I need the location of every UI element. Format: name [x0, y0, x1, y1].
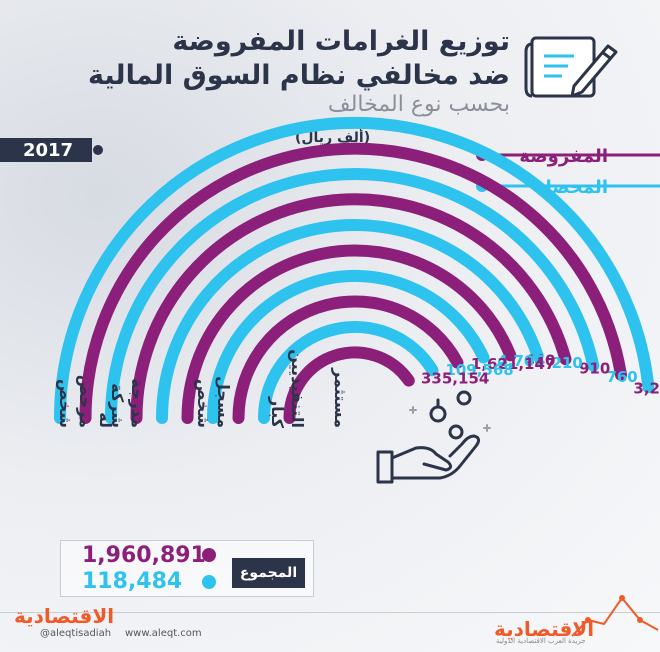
category-word: مرخص	[76, 375, 95, 428]
ring-10	[283, 346, 415, 424]
category-word: مدرجة	[128, 378, 147, 428]
ring-label-7: 4,706	[497, 352, 544, 370]
ring-label-9: 109,568	[445, 361, 513, 379]
total-imposed-dot	[202, 548, 216, 562]
category-word: مسجل	[214, 376, 233, 428]
total-collected: 118,484	[82, 569, 183, 594]
legend-imposed: المفروضة	[519, 146, 608, 167]
ring-label-10: 335,154	[421, 369, 489, 387]
category-label-1: شخص مرخص له	[56, 375, 115, 428]
ring-7	[207, 269, 490, 424]
radial-chart: 3,2403,2407609102104404,7061,621,147109,…	[54, 116, 660, 484]
year-badge: 2017	[0, 138, 103, 162]
ring-9	[258, 321, 439, 424]
trend-line-icon	[571, 595, 659, 637]
title-line-1: توزيع الغرامات المفروضة	[172, 26, 510, 57]
total-imposed: 1,960,891	[82, 543, 206, 568]
category-word: كبار	[268, 396, 287, 429]
year-label: 2017	[23, 140, 73, 161]
category-label-5: مستثمر	[331, 367, 350, 428]
category-word: مستثمر	[331, 367, 350, 428]
hand-coins-icon	[376, 390, 491, 484]
ring-8	[232, 295, 464, 424]
total-collected-dot	[202, 575, 216, 589]
ring-6	[181, 244, 517, 424]
social-handle: @aleqtisadiah	[40, 628, 112, 639]
brand-tagline: جريدة العرب الاقتصادية الدولية	[496, 637, 586, 645]
category-word: التنفيذيين	[288, 349, 307, 428]
ring-label-8: 1,621,147	[471, 355, 555, 373]
subtitle: بحسب نوع المخالف	[327, 92, 510, 117]
document-pen-icon	[524, 36, 618, 98]
brand-logo-left: الاقتصادية	[14, 604, 115, 628]
brand-logo-right: الاقتصادية	[494, 617, 595, 641]
ring-3	[105, 168, 600, 424]
footer-divider	[0, 612, 660, 613]
ring-label-6: 440	[524, 352, 555, 370]
totals-label: المجموع	[232, 558, 305, 588]
unit-label: (ألف ريال)	[295, 130, 371, 146]
ring-label-2: 3,240	[633, 379, 660, 397]
ring-label-3: 760	[606, 368, 637, 386]
category-word: له	[96, 412, 115, 428]
ring-label-5: 210	[552, 354, 583, 372]
category-label-2: شركة مدرجة	[108, 378, 147, 428]
category-word: شخص	[56, 379, 75, 428]
ring-5	[156, 219, 544, 424]
ring-2	[79, 142, 627, 424]
category-label-3: شخص مسجل	[194, 376, 233, 428]
title-line-2: ضد مخالفي نظام السوق المالية	[88, 60, 510, 91]
ring-label-4: 910	[579, 360, 610, 378]
ring-1	[54, 116, 655, 424]
ring-4	[130, 193, 572, 424]
category-word: شركة	[108, 383, 127, 428]
website-link[interactable]: www.aleqt.com	[125, 628, 202, 639]
category-label-4: كبار التنفيذيين	[268, 349, 307, 428]
category-word: شخص	[194, 379, 213, 428]
